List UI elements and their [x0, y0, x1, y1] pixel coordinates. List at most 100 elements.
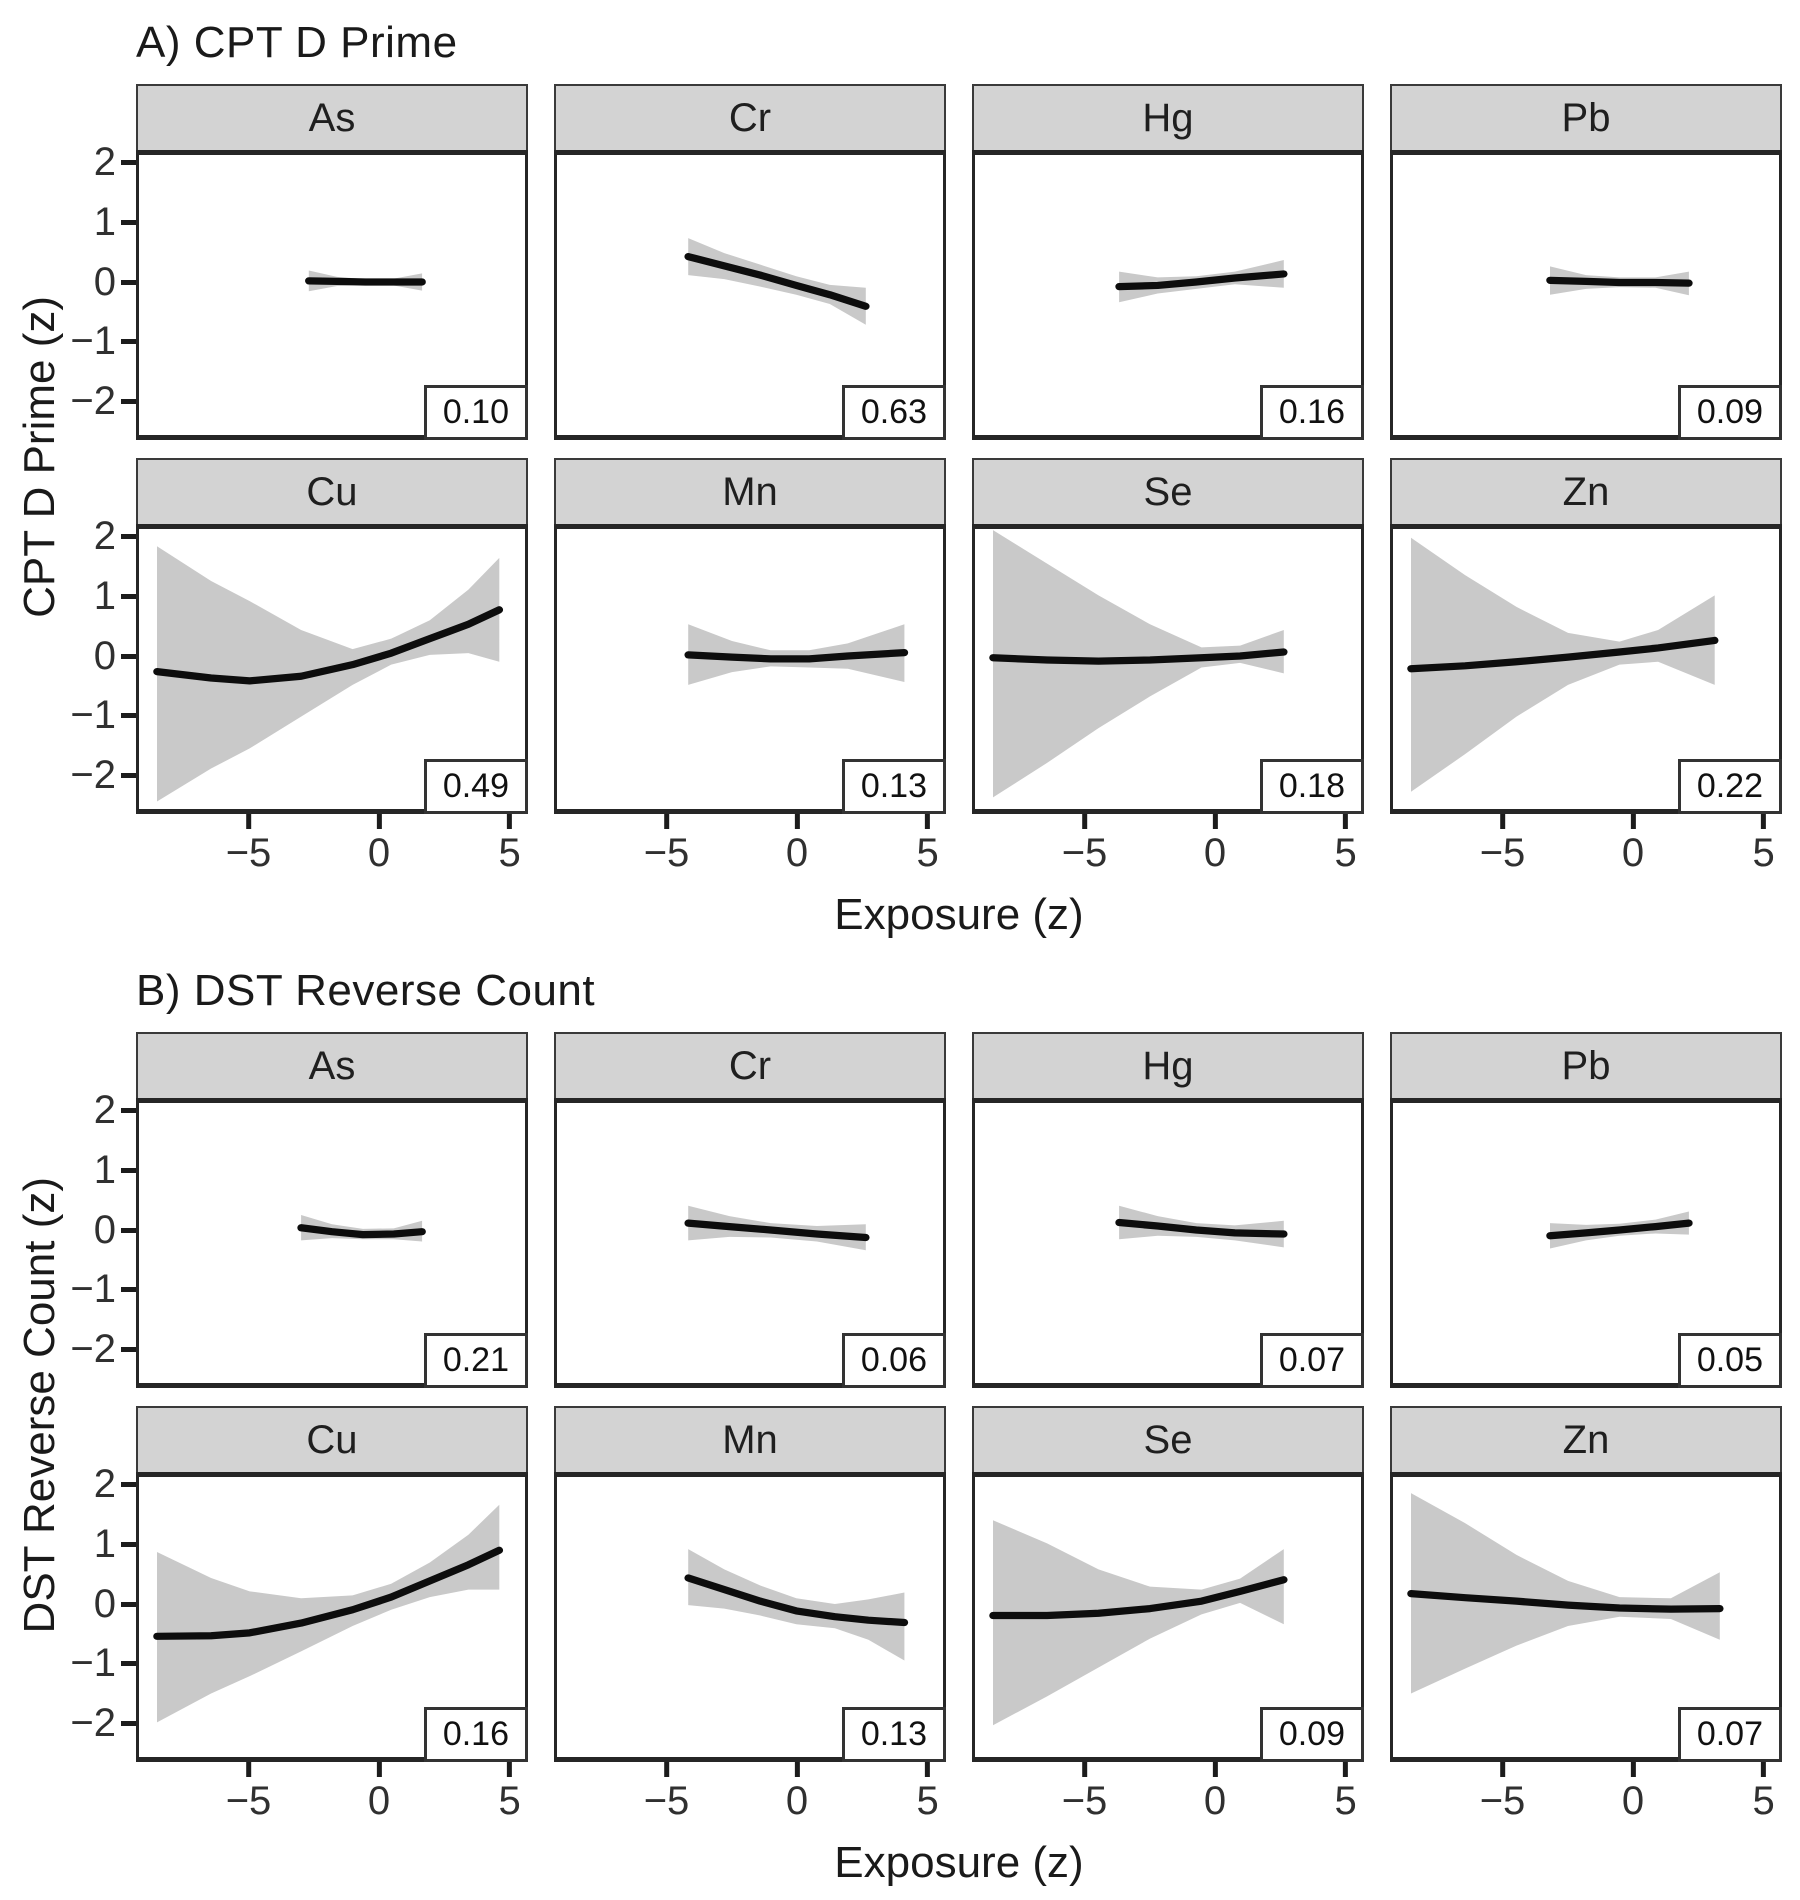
panel-b-title: B) DST Reverse Count	[136, 966, 596, 1015]
tick-label: 0	[1621, 1779, 1645, 1823]
regression-curve-svg	[989, 530, 1288, 798]
y-tick: 2	[94, 1464, 136, 1504]
x-axis-cell: −5 0 5	[554, 1762, 946, 1824]
regression-curve-svg	[153, 546, 504, 802]
effect-value: 0.13	[860, 1715, 927, 1754]
facet-a-mn: Mn 0.13	[554, 458, 946, 814]
regression-line	[1546, 1219, 1693, 1240]
y-axis-title-a: CPT D Prime (z)	[15, 296, 64, 618]
tick-mark	[507, 814, 513, 829]
tick-mark	[121, 1346, 136, 1352]
effect-value: 0.06	[860, 1341, 927, 1380]
facet-strip: As	[136, 1032, 528, 1098]
regression-curve-svg	[1546, 266, 1693, 296]
tick-label: 1	[93, 1522, 116, 1566]
x-tick: 0	[1204, 1762, 1226, 1823]
tick-mark	[925, 1762, 931, 1777]
tick-mark	[121, 712, 136, 718]
facet-strip: Mn	[554, 458, 946, 524]
facet-plot: 0.49	[136, 524, 528, 814]
regression-line	[1115, 270, 1288, 291]
tick-mark	[121, 1541, 136, 1547]
tick-label: −1	[70, 319, 116, 363]
facet-label: Cr	[728, 95, 772, 140]
x-axis-cell: −5 0 5	[1390, 814, 1782, 876]
facet-plot: 0.05	[1390, 1098, 1782, 1388]
facet-b-cu: Cu 0.16	[136, 1406, 528, 1762]
x-tick: 5	[498, 1762, 521, 1823]
effect-value-box: 0.13	[841, 759, 946, 814]
facet-b-hg: Hg 0.07	[972, 1032, 1364, 1388]
effect-value: 0.07	[1696, 1715, 1763, 1754]
panel-a-section: A) CPT D Prime CPT D Prime (z) 2 1 0 −1 …	[14, 18, 1782, 940]
y-tick: 2	[94, 142, 136, 182]
effect-value-box: 0.21	[423, 1333, 528, 1388]
panel-a-layout: CPT D Prime (z) 2 1 0 −1 −2 2 1 0 −1	[14, 84, 1782, 940]
regression-line	[153, 606, 504, 685]
tick-mark	[121, 772, 136, 778]
effect-value-box: 0.13	[841, 1707, 946, 1762]
regression-line	[1115, 1218, 1288, 1238]
x-tick: 0	[786, 1762, 808, 1823]
effect-value: 0.16	[442, 1715, 509, 1754]
tick-label: −5	[1061, 1779, 1108, 1823]
facet-label: Pb	[1561, 95, 1611, 140]
tick-label: 2	[93, 514, 116, 558]
facet-b-cr: Cr 0.06	[554, 1032, 946, 1388]
x-axis-b: −5 0 5 −5 0 5 −5 0 5 −5	[136, 1762, 1782, 1824]
facet-strip: Cu	[136, 458, 528, 524]
facet-strip: Hg	[972, 1032, 1364, 1098]
tick-label: −5	[643, 1779, 690, 1823]
facet-label: Hg	[1142, 95, 1194, 140]
tick-label: 1	[93, 1148, 116, 1192]
facet-grid-a: As 0.10 Cr 0.63 Hg 0.16	[136, 84, 1782, 814]
regression-line	[684, 1219, 870, 1242]
facet-strip: Se	[972, 1406, 1364, 1472]
tick-mark	[1499, 1762, 1505, 1777]
regression-curve-svg	[1407, 1493, 1724, 1694]
regression-curve-svg	[684, 1549, 909, 1661]
effect-value: 0.22	[1696, 767, 1763, 806]
y-axis-ticks-a-row2: 2 1 0 −1 −2	[66, 516, 136, 814]
tick-label: −1	[70, 1641, 116, 1685]
tick-label: 2	[93, 1462, 116, 1506]
regression-curve-svg	[1115, 260, 1288, 303]
tick-mark	[376, 814, 382, 829]
facet-a-pb: Pb 0.09	[1390, 84, 1782, 440]
x-tick: −5	[1480, 814, 1525, 875]
facet-b-mn: Mn 0.13	[554, 1406, 946, 1762]
facet-a-se: Se 0.18	[972, 458, 1364, 814]
x-tick: 5	[1752, 1762, 1775, 1823]
x-tick: −5	[225, 1762, 272, 1823]
tick-mark	[121, 1107, 136, 1113]
regression-line	[1407, 1590, 1724, 1613]
tick-label: 0	[1203, 831, 1227, 875]
tick-mark	[1630, 814, 1636, 829]
y-tick: −1	[70, 695, 136, 735]
y-tick: 1	[94, 1524, 136, 1564]
tick-mark	[121, 1660, 136, 1666]
tick-label: −5	[1479, 1779, 1526, 1823]
x-tick: 5	[1334, 1762, 1357, 1823]
facet-label: Cu	[306, 1417, 358, 1462]
confidence-band	[1119, 1205, 1284, 1248]
tick-label: 5	[498, 831, 521, 875]
tick-mark	[794, 814, 800, 829]
tick-label: 2	[93, 1088, 116, 1132]
x-tick: −5	[1479, 1762, 1526, 1823]
regression-line	[1407, 636, 1719, 673]
facet-label: Zn	[1562, 1417, 1610, 1462]
tick-label: −5	[1061, 831, 1108, 875]
tick-label: −2	[70, 1701, 116, 1745]
tick-label: −5	[225, 1779, 272, 1823]
facet-grid-b: As 0.21 Cr 0.06 Hg 0.07	[136, 1032, 1782, 1762]
y-tick: 2	[94, 1090, 136, 1130]
regression-line	[297, 1224, 426, 1239]
y-tick: −2	[70, 755, 136, 795]
y-tick: 1	[94, 202, 136, 242]
x-tick: −5	[643, 814, 690, 875]
tick-label: −5	[643, 831, 690, 875]
regression-curve-svg	[684, 238, 870, 325]
effect-value: 0.13	[860, 767, 927, 806]
